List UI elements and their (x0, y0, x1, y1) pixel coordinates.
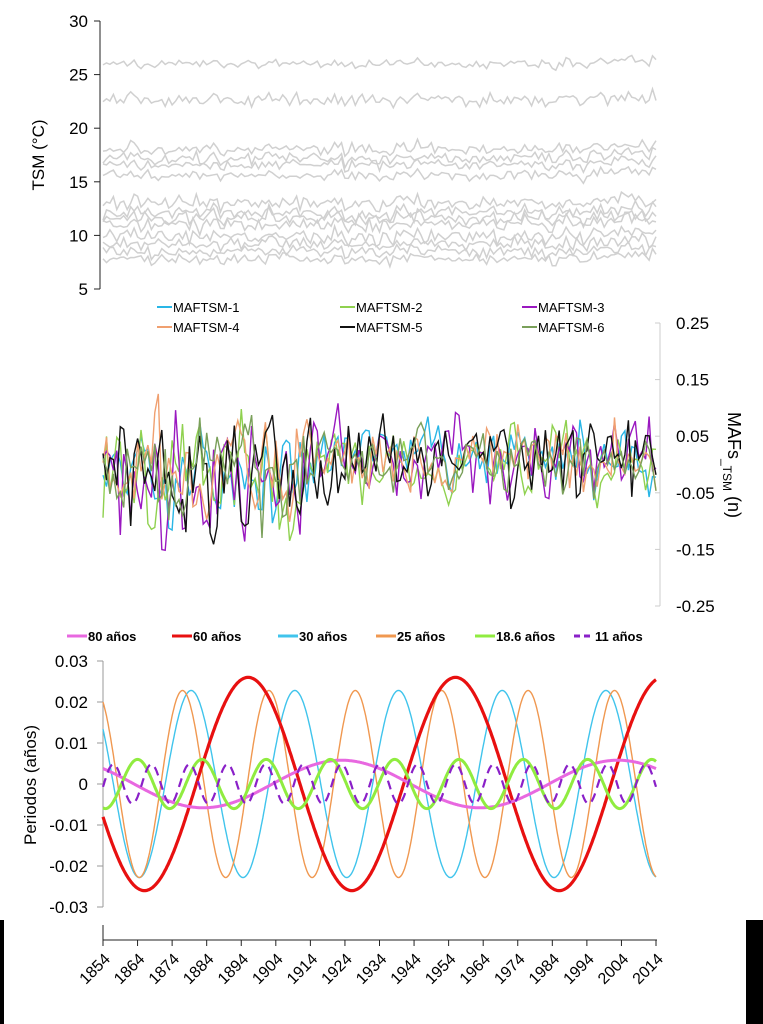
tsm-series-line (102, 231, 657, 254)
legend-label-maftsm-6: MAFTSM-6 (538, 320, 604, 335)
x-tick-label: 1864 (111, 951, 148, 988)
x-tick-label: 1904 (249, 951, 286, 988)
top-y-axis-label: TSM (°C) (29, 119, 48, 190)
legend-label-period: 11 años (595, 629, 643, 644)
top-y-tick-label: 5 (79, 280, 88, 299)
maf-series-line-5 (102, 413, 657, 545)
tsm-series-line (102, 146, 657, 170)
middle-y-tick-label: 0.15 (676, 371, 709, 390)
bottom-y-tick-label: 0 (79, 775, 88, 794)
middle-y-axis-label: MAFs_TSM (n) (720, 412, 744, 518)
bottom-y-tick-label: -0.01 (49, 816, 88, 835)
tsm-series-line (102, 137, 657, 158)
x-tick-label: 1924 (319, 951, 356, 988)
x-tick-label: 1984 (526, 951, 563, 988)
x-tick-label: 1914 (284, 951, 321, 988)
mafs-label-suffix: (n) (724, 491, 744, 518)
period-series-line-18.6-anos (102, 757, 657, 811)
tsm-series-line (102, 165, 657, 185)
x-tick-label: 1954 (422, 951, 459, 988)
black-bar-right (746, 920, 763, 1024)
maf-series-line-2 (102, 408, 657, 542)
tsm-series-line (102, 211, 657, 238)
x-tick-label: 1894 (215, 951, 252, 988)
x-tick-label: 1974 (491, 951, 528, 988)
legend-label-period: 18.6 años (496, 629, 555, 644)
middle-y-tick-label: 0.25 (676, 314, 709, 333)
top-y-tick-label: 10 (69, 226, 88, 245)
legend-label-period: 80 años (88, 629, 136, 644)
bottom-y-tick-label: 0.02 (55, 693, 88, 712)
tsm-series-line (102, 223, 657, 248)
legend-label-period: 30 años (299, 629, 347, 644)
tsm-series-line (102, 199, 657, 224)
middle-y-tick-label: -0.25 (676, 597, 715, 616)
top-y-tick-label: 20 (69, 119, 88, 138)
top-y-tick-label: 15 (69, 173, 88, 192)
mafs-label-main: MAFs (724, 412, 744, 459)
bottom-y-tick-label: -0.02 (49, 857, 88, 876)
middle-panel-mafs: -0.25 -0.15 -0.05 0.05 0.15 0.25 MAFTSM-1 MAFTS… (102, 300, 715, 616)
middle-y-tick-label: 0.05 (676, 427, 709, 446)
tsm-series-line (102, 155, 657, 175)
x-tick-label: 1994 (561, 951, 598, 988)
tsm-series-line (102, 86, 657, 110)
tsm-series-line (102, 190, 657, 215)
tsm-series-line (102, 202, 657, 230)
legend-label-maftsm-3: MAFTSM-3 (538, 300, 604, 315)
legend-label-period: 60 años (193, 629, 241, 644)
period-series-line-60-anos (101, 675, 657, 893)
top-y-tick-label: 30 (69, 12, 88, 31)
bottom-y-tick-label: 0.01 (55, 734, 88, 753)
x-tick-label: 1964 (457, 951, 494, 988)
mafs-label-sub: _TSM (720, 458, 734, 491)
x-tick-label: 2004 (595, 951, 632, 988)
black-bar-left (0, 920, 4, 1024)
x-tick-label: 1944 (388, 951, 425, 988)
x-tick-label: 2014 (630, 951, 667, 988)
legend-label-maftsm-1: MAFTSM-1 (173, 300, 239, 315)
period-series-line-25-anos (102, 689, 657, 879)
middle-y-tick-label: -0.15 (676, 540, 715, 559)
tsm-series-line (102, 240, 657, 262)
tsm-series-line (102, 246, 657, 270)
period-series-line-80-anos (102, 758, 657, 810)
x-tick-label: 1854 (77, 951, 114, 988)
x-tick-label: 1884 (180, 951, 217, 988)
maf-series-line-6 (102, 414, 657, 539)
legend-label-maftsm-2: MAFTSM-2 (356, 300, 422, 315)
top-y-tick-label: 25 (69, 66, 88, 85)
middle-y-tick-label: -0.05 (676, 484, 715, 503)
bottom-y-tick-label: -0.03 (49, 898, 88, 917)
period-series-line-11-anos (101, 763, 658, 805)
top-panel-tsm: 5 10 15 20 25 30 (69, 12, 657, 299)
tsm-series-line (102, 54, 657, 72)
legend-label-period: 25 años (397, 629, 445, 644)
bottom-y-tick-label: 0.03 (55, 652, 88, 671)
legend-label-maftsm-4: MAFTSM-4 (173, 320, 239, 335)
bottom-y-axis-label: Periodos (años) (21, 725, 40, 845)
legend-label-maftsm-5: MAFTSM-5 (356, 320, 422, 335)
x-tick-label: 1874 (146, 951, 183, 988)
bottom-panel-periods: -0.03 -0.02 -0.01 0 0.01 0.02 0.03 185418641874… (49, 629, 667, 988)
x-tick-label: 1934 (353, 951, 390, 988)
